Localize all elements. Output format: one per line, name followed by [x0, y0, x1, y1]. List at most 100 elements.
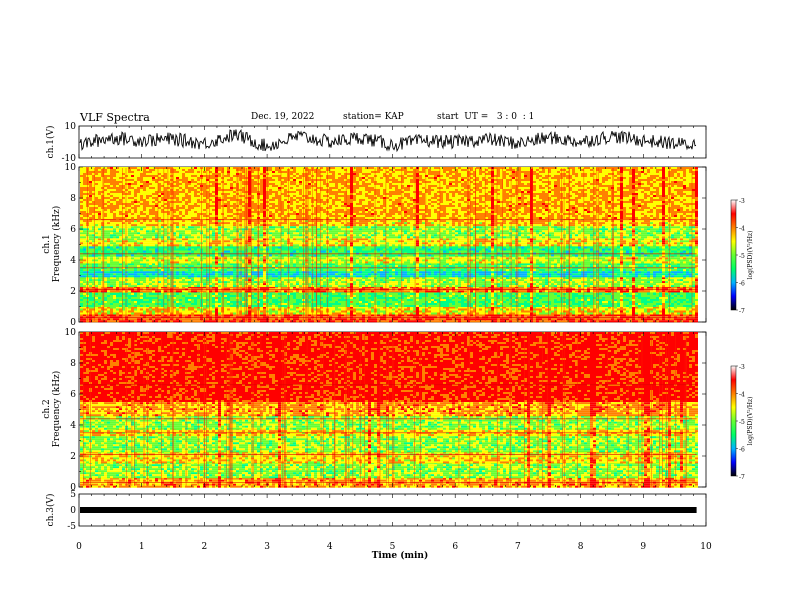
- spectrogram-cell: [191, 195, 194, 197]
- spectrogram-cell: [143, 181, 146, 183]
- spectrogram-cell: [119, 171, 122, 173]
- spectrogram-cell: [164, 251, 167, 253]
- spectrogram-cell: [158, 257, 161, 259]
- spectrogram-cell: [80, 175, 83, 177]
- spectrogram-cell: [98, 238, 101, 240]
- spectrogram-cell: [194, 213, 197, 215]
- spectrogram-cell: [104, 189, 107, 191]
- spectrogram-cell: [113, 285, 116, 287]
- spectrogram-cell: [104, 271, 107, 273]
- spectrogram-cell: [119, 183, 122, 185]
- spectrogram-cell: [149, 213, 152, 215]
- spectrogram-cell: [134, 201, 137, 203]
- spectrogram-cell: [149, 311, 152, 313]
- spectrogram-cell: [191, 207, 194, 209]
- spectrogram-cell: [143, 247, 146, 249]
- spectrogram-cell: [152, 177, 155, 179]
- spectrogram-cell: [164, 220, 167, 222]
- spectrogram-cell: [125, 173, 128, 175]
- spectrogram-cell: [146, 318, 149, 320]
- spectrogram-cell: [125, 197, 128, 199]
- spectrogram-cell: [155, 273, 158, 275]
- spectrogram-cell: [146, 279, 149, 281]
- spectrogram-cell: [116, 191, 119, 193]
- spectrogram-cell: [149, 207, 152, 209]
- spectrogram-cell: [158, 217, 161, 219]
- spectrogram-cell: [125, 203, 128, 205]
- spectrogram-cell: [188, 211, 191, 213]
- spectrogram-cell: [158, 301, 161, 303]
- spectrogram-cell: [167, 177, 170, 179]
- spectrogram-cell: [110, 224, 113, 226]
- spectrogram-cell: [107, 228, 110, 230]
- spectrogram-cell: [167, 185, 170, 187]
- spectrogram-cell: [140, 199, 143, 201]
- spectrogram-cell: [143, 269, 146, 271]
- spectrogram-cell: [140, 191, 143, 193]
- spectrogram-cell: [125, 277, 128, 279]
- spectrogram-cell: [188, 175, 191, 177]
- spectrogram-cell: [107, 299, 110, 301]
- spectrogram-cell: [170, 247, 173, 249]
- spectrogram-cell: [98, 295, 101, 297]
- spectrogram-cell: [143, 281, 146, 283]
- spectrogram-cell: [152, 185, 155, 187]
- spectrogram-cell: [170, 285, 173, 287]
- spectrogram-cell: [185, 207, 188, 209]
- spectrogram-cell: [179, 265, 182, 267]
- spectrogram-cell: [155, 185, 158, 187]
- spectrogram-cell: [194, 271, 197, 273]
- spectrogram-cell: [131, 290, 134, 292]
- spectrogram-cell: [104, 293, 107, 295]
- spectrogram-cell: [110, 279, 113, 281]
- spectrogram-cell: [107, 301, 110, 303]
- spectrogram-cell: [83, 201, 86, 203]
- spectrogram-cell: [146, 314, 149, 316]
- spectrogram-cell: [98, 299, 101, 301]
- spectrogram-cell: [104, 234, 107, 236]
- spectrogram-cell: [140, 297, 143, 299]
- spectrogram-cell: [137, 181, 140, 183]
- spectrogram-cell: [119, 220, 122, 222]
- spectrogram-cell: [191, 255, 194, 257]
- spectrogram-cell: [149, 275, 152, 277]
- spectrogram-cell: [110, 215, 113, 217]
- spectrogram-cell: [107, 236, 110, 238]
- spectrogram-cell: [107, 220, 110, 222]
- spectrogram-cell: [98, 228, 101, 230]
- spectrogram-cell: [167, 213, 170, 215]
- spectrogram-cell: [113, 295, 116, 297]
- spectrogram-cell: [146, 213, 149, 215]
- spectrogram-cell: [107, 244, 110, 246]
- spectrogram-cell: [167, 173, 170, 175]
- spectrogram-cell: [95, 242, 98, 244]
- spectrogram-cell: [113, 205, 116, 207]
- spectrogram-cell: [110, 167, 113, 169]
- spectrogram-cell: [113, 171, 116, 173]
- spectrogram-cell: [131, 167, 134, 169]
- spectrogram-cell: [83, 173, 86, 175]
- spectrogram-cell: [119, 265, 122, 267]
- spectrogram-cell: [158, 247, 161, 249]
- spectrogram-cell: [119, 259, 122, 261]
- spectrogram-cell: [182, 295, 185, 297]
- spectrogram-cell: [167, 305, 170, 307]
- spectrogram-cell: [128, 187, 131, 189]
- spectrogram-cell: [116, 313, 119, 315]
- spectrogram-cell: [131, 285, 134, 287]
- spectrogram-cell: [131, 220, 134, 222]
- spectrogram-cell: [179, 183, 182, 185]
- spectrogram-cell: [125, 261, 128, 263]
- spectrogram-cell: [110, 185, 113, 187]
- spectrogram-cell: [104, 228, 107, 230]
- spectrogram-cell: [158, 318, 161, 320]
- spectrogram-cell: [197, 249, 200, 251]
- spectrogram-cell: [179, 242, 182, 244]
- spectrogram-cell: [149, 181, 152, 183]
- spectrogram-cell: [128, 181, 131, 183]
- spectrogram-cell: [140, 185, 143, 187]
- spectrogram-cell: [95, 213, 98, 215]
- spectrogram-cell: [134, 181, 137, 183]
- spectrogram-cell: [194, 181, 197, 183]
- spectrogram-cell: [188, 303, 191, 305]
